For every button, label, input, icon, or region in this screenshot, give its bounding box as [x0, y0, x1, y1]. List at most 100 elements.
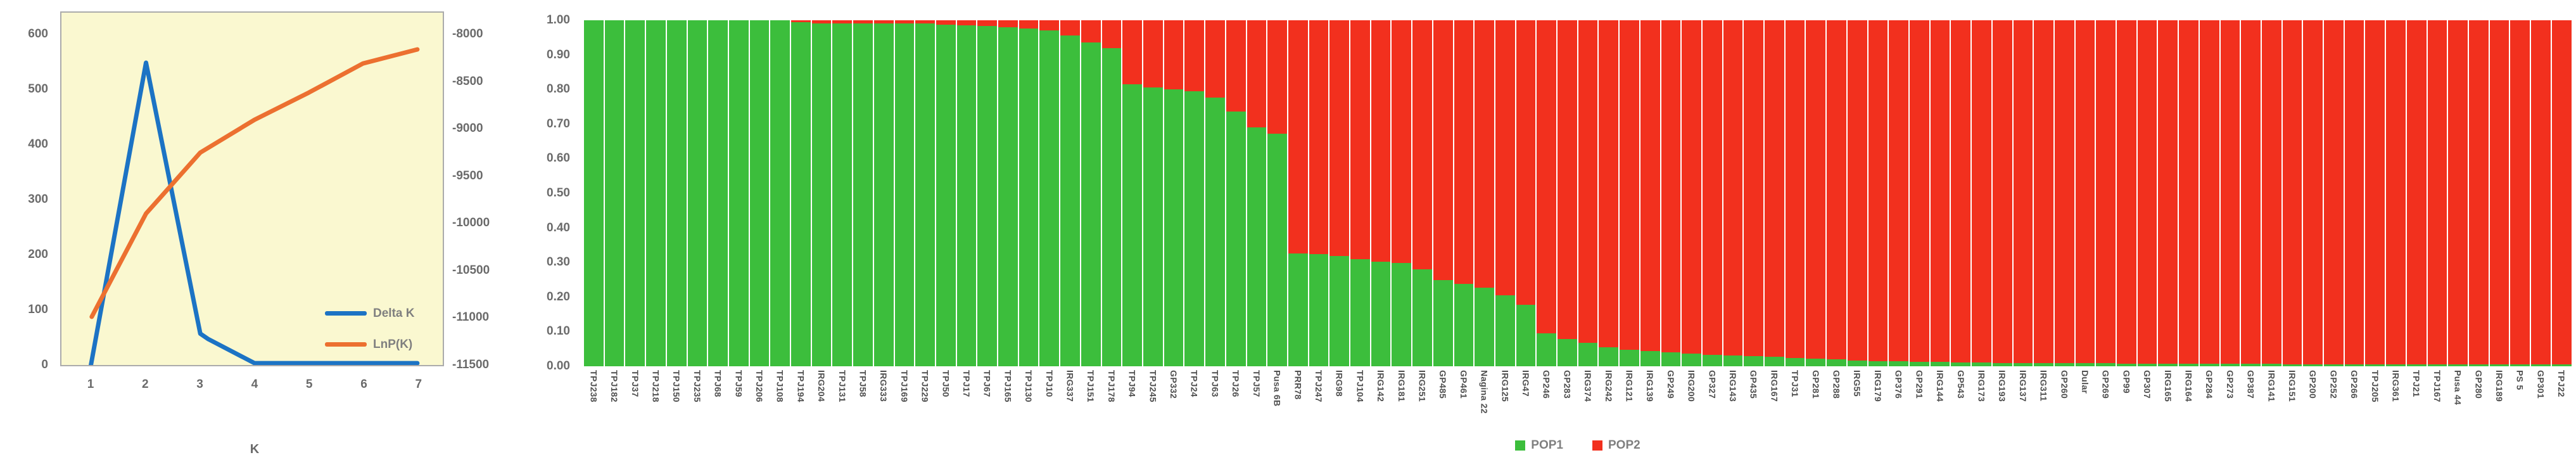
sample-bar-column: TPJ218: [646, 20, 667, 402]
pop2-segment: [2551, 20, 2572, 366]
admixture-bar: [1060, 20, 1080, 366]
admixture-bar: [1433, 20, 1453, 366]
pop1-segment: [1806, 359, 1826, 366]
sample-bar-column: GP260: [2054, 20, 2076, 399]
sample-bar-column: IRG311: [2034, 20, 2055, 401]
sample-bar-column: IRG98: [1329, 20, 1351, 397]
pop1-segment: [791, 22, 811, 366]
series-line: [89, 60, 420, 365]
delta-k-legend-line-swatch: [325, 311, 367, 316]
sample-bar-column: TPJ167: [2427, 20, 2449, 402]
admixture-bar: [2303, 20, 2323, 366]
pop2-segment: [1578, 20, 1598, 366]
sample-label: GP435: [1748, 370, 1759, 399]
pop2-segment: [1702, 20, 1722, 366]
sample-bar-column: IRG165: [2158, 20, 2179, 402]
x-tick-label: 3: [196, 378, 203, 391]
sample-label: GP376: [1893, 370, 1904, 399]
pop2-segment: [2220, 20, 2240, 366]
pop2-segment: [1640, 20, 1660, 366]
sample-bar-column: TPJ22: [2551, 20, 2572, 397]
sample-label: IRG142: [1376, 370, 1386, 402]
admixture-bar: [584, 20, 604, 366]
pop1-segment: [2551, 364, 2572, 366]
pop1-segment: [2489, 364, 2509, 366]
sample-label: IRG121: [1624, 370, 1635, 402]
admixture-bar: [894, 20, 915, 366]
sample-bar-column: TPJ194: [791, 20, 812, 402]
sample-label: GP301: [2535, 370, 2546, 399]
sample-bar-column: GP200: [2303, 20, 2325, 399]
pop2-segment: [1910, 20, 1929, 366]
sample-bar-column: TPJ58: [853, 20, 874, 397]
admixture-bar: [666, 20, 687, 366]
bar-y-tick-label: 0.40: [547, 221, 570, 234]
admixture-bar: [2324, 20, 2344, 366]
admixture-bar: [1682, 20, 1701, 366]
sample-label: IRG55: [1852, 370, 1863, 397]
admixture-bar: [1744, 20, 1764, 366]
sample-bar-column: GP332: [1164, 20, 1185, 399]
admixture-bar: [2179, 20, 2198, 366]
sample-label: TPJ165: [1003, 370, 1013, 402]
sample-bar-column: Dular: [2075, 20, 2097, 394]
sample-label: TPJ104: [1355, 370, 1366, 402]
pop2-segment: [2427, 20, 2447, 366]
admixture-bar: [1537, 20, 1557, 366]
bar-y-tick-label: 1.00: [547, 13, 570, 27]
pop1-segment: [1640, 350, 1660, 366]
pop1-segment: [749, 20, 770, 366]
admixture-bar: [1910, 20, 1929, 366]
sample-bar-column: GP435: [1744, 20, 1765, 399]
sample-label: IRG181: [1396, 370, 1407, 402]
admixture-bar: [1599, 20, 1619, 366]
sample-bar-column: GP327: [1702, 20, 1723, 399]
pop2-segment: [2531, 20, 2551, 366]
sample-label: IRG242: [1603, 370, 1614, 402]
pop1-segment: [1951, 362, 1971, 366]
pop1-segment: [1309, 253, 1329, 366]
pop1-segment: [2220, 364, 2240, 366]
sample-label: IRG311: [2038, 370, 2049, 402]
sample-bar-column: GP269: [2096, 20, 2117, 399]
sample-label: TPJ50: [941, 370, 951, 397]
pop1-segment: [1267, 134, 1287, 366]
pop2-segment: [2096, 20, 2116, 366]
pop1-segment: [1868, 361, 1888, 366]
delta-k-legend-label: Delta K: [373, 307, 415, 320]
admixture-bar: [1702, 20, 1722, 366]
pop1-segment: [2468, 364, 2489, 366]
pop1-segment: [2282, 364, 2302, 366]
sample-bar-column: IRG181: [1392, 20, 1413, 402]
right-y-tick-label: -10000: [452, 216, 490, 230]
pop2-legend-label: POP2: [1608, 439, 1640, 452]
pop1-segment: [1060, 35, 1080, 366]
pop1-segment: [1847, 360, 1867, 366]
pop1-segment: [2054, 363, 2074, 366]
sample-label: PRR78: [1293, 370, 1304, 400]
lnpk-legend-label: LnP(K): [373, 338, 413, 351]
pop1-segment: [2406, 364, 2427, 366]
admixture-bar: [2117, 20, 2136, 366]
sample-bar-column: TPJ26: [1226, 20, 1247, 397]
admixture-bar: [811, 20, 832, 366]
sample-bar-column: GP376: [1889, 20, 1910, 399]
sample-bar-column: GP283: [1558, 20, 1578, 399]
admixture-bar: [1392, 20, 1412, 366]
sample-label: GP280: [2473, 370, 2484, 399]
admixture-bar: [1205, 20, 1225, 366]
sample-bar-column: GP99: [2117, 20, 2138, 394]
sample-label: TPJ130: [1024, 370, 1034, 402]
sample-label: GP281: [1810, 370, 1821, 399]
bar-y-tick-label: 0.80: [547, 82, 570, 96]
admixture-bar: [625, 20, 645, 366]
admixture-bar: [708, 20, 728, 366]
sample-label: TPJ229: [920, 370, 930, 402]
sample-bar-column: TPJ59: [728, 20, 750, 397]
admixture-bar: [1288, 20, 1308, 366]
sample-bar-column: GP273: [2220, 20, 2242, 399]
admixture-bar: [1578, 20, 1598, 366]
pop2-segment: [2013, 20, 2033, 366]
admixture-bar: [2199, 20, 2219, 366]
sample-label: GP252: [2328, 370, 2339, 399]
